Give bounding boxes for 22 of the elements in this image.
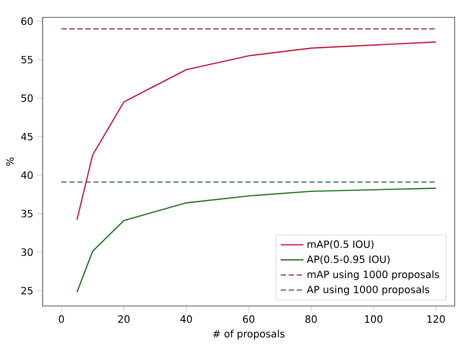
y-tick-label: 40 <box>21 171 33 179</box>
legend-label: AP(0.5-0.95 IOU) <box>306 255 390 264</box>
x-tick-label: 60 <box>242 315 254 323</box>
x-tick-label: 120 <box>428 315 445 323</box>
line-series <box>76 41 437 220</box>
y-tick-label: 55 <box>21 56 32 64</box>
y-tick-label: 35 <box>21 210 32 218</box>
legend-label: mAP using 1000 proposals <box>308 270 440 280</box>
y-axis-title: % <box>6 157 14 166</box>
x-tick-label: 40 <box>180 315 192 323</box>
x-tick-label: 100 <box>365 315 382 323</box>
y-tick-label: 30 <box>21 248 33 256</box>
x-tick-label: 20 <box>118 315 130 323</box>
legend-label: mAP(0.5 IOU) <box>308 240 374 250</box>
y-tick-label: 50 <box>21 94 33 102</box>
y-tick-label: 45 <box>21 132 32 140</box>
y-tick-label: 25 <box>21 286 32 294</box>
legend-label: AP using 1000 proposals <box>306 286 430 296</box>
x-axis-title: # of proposals <box>213 330 284 340</box>
y-tick-label: 60 <box>21 17 33 25</box>
x-tick-label: 0 <box>58 315 64 323</box>
x-tick-label: 80 <box>305 315 317 323</box>
